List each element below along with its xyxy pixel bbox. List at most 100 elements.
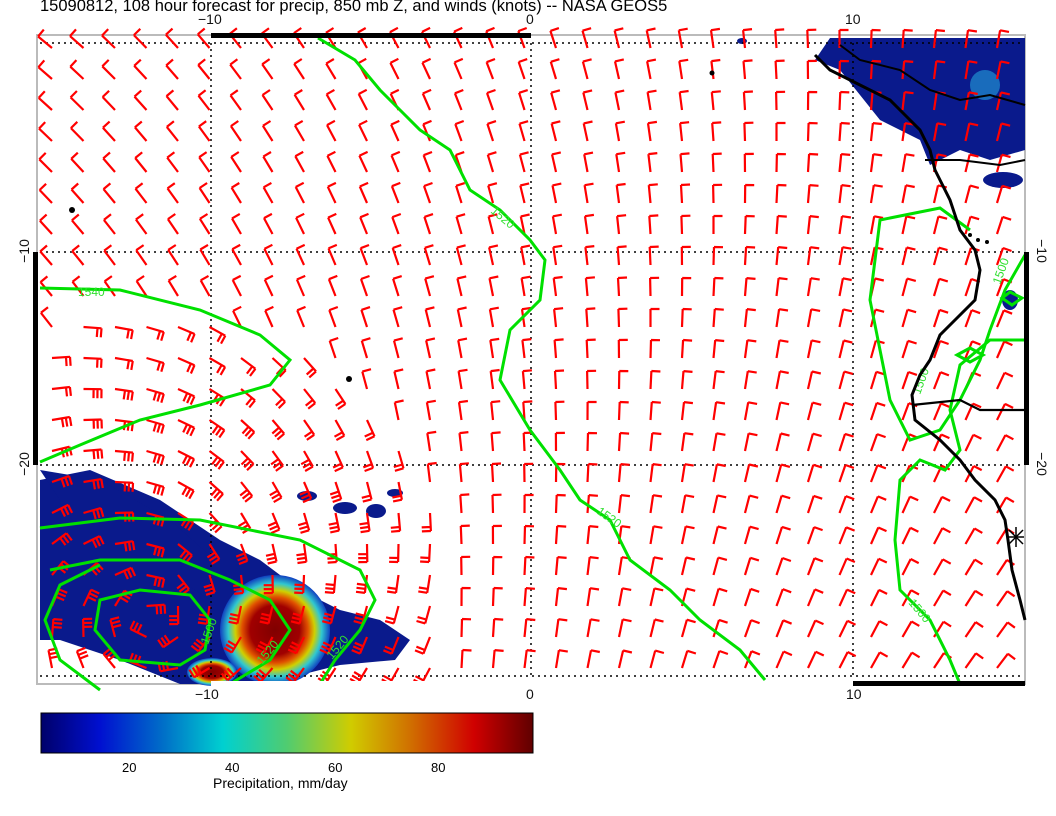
wind-barb xyxy=(414,636,432,655)
wind-barb xyxy=(37,28,53,49)
wind-barb xyxy=(680,401,694,421)
wind-barb xyxy=(166,182,179,204)
wind-barb xyxy=(101,59,116,80)
wind-barb xyxy=(263,212,274,235)
wind-barb xyxy=(382,636,400,655)
wind-barb xyxy=(133,58,148,80)
wind-barb xyxy=(485,88,496,111)
wind-barb xyxy=(40,306,53,328)
wind-barb xyxy=(616,276,628,297)
wind-barb xyxy=(190,636,211,653)
wind-barb xyxy=(680,463,694,483)
wind-barb xyxy=(617,494,631,514)
wind-barb xyxy=(460,555,471,576)
wind-barb xyxy=(38,121,53,142)
wind-barb xyxy=(550,151,562,173)
wind-barb xyxy=(240,388,256,409)
wind-barb xyxy=(332,450,344,473)
wind-barb xyxy=(586,556,599,576)
graticule xyxy=(40,42,1022,677)
wind-barb xyxy=(743,277,756,297)
wind-barb xyxy=(838,401,854,421)
wind-barb xyxy=(208,326,227,345)
wind-barb xyxy=(70,121,85,142)
wind-barb xyxy=(114,449,134,462)
wind-barb xyxy=(146,480,165,496)
wind-barb xyxy=(518,120,529,142)
wind-barb xyxy=(422,150,433,173)
wind-barb xyxy=(806,370,822,390)
wind-barb xyxy=(327,274,338,297)
wind-barb xyxy=(680,276,692,297)
wind-barb xyxy=(114,356,134,371)
wind-barb xyxy=(581,27,592,49)
wind-barb xyxy=(679,183,691,204)
wind-barb xyxy=(146,356,165,373)
wind-barb xyxy=(177,325,196,343)
wind-barb xyxy=(712,556,728,576)
wind-barb xyxy=(460,648,472,669)
wind-barb xyxy=(586,587,600,607)
wind-barb xyxy=(901,620,920,638)
wind-barb xyxy=(709,27,721,49)
wind-barb xyxy=(712,618,728,638)
wind-barb xyxy=(680,649,697,669)
wind-barb xyxy=(520,275,531,297)
wind-barb xyxy=(838,90,850,111)
wind-barb xyxy=(157,660,179,673)
wind-barb xyxy=(75,646,89,669)
wind-barb xyxy=(325,58,337,80)
wind-barb xyxy=(549,27,560,49)
wind-barb xyxy=(995,60,1010,80)
wind-barb xyxy=(453,88,464,111)
wind-barb xyxy=(743,494,759,514)
islands xyxy=(69,70,989,382)
wind-barb xyxy=(296,305,306,328)
wind-barb xyxy=(964,153,979,173)
wind-barb xyxy=(586,369,597,390)
wind-barb xyxy=(646,58,657,80)
wind-barb xyxy=(328,512,341,534)
wind-barb xyxy=(157,634,179,649)
lat-tick-left: −20 xyxy=(15,452,32,476)
wind-barb xyxy=(220,667,242,682)
wind-barb xyxy=(134,182,148,204)
wind-barb xyxy=(295,212,305,235)
wind-barb xyxy=(460,586,471,607)
wind-barb xyxy=(806,184,819,204)
wind-barb xyxy=(491,493,502,514)
wind-barb xyxy=(583,151,594,173)
wind-barb xyxy=(231,212,242,235)
wind-barb xyxy=(426,461,437,483)
wind-barb xyxy=(649,276,660,297)
wind-barb xyxy=(325,88,337,111)
wind-barb xyxy=(491,555,503,576)
wind-barb xyxy=(964,652,984,669)
wind-barb xyxy=(269,481,283,504)
wind-barb xyxy=(775,463,791,483)
contour-line xyxy=(43,563,101,692)
colorbar-tick: 40 xyxy=(225,760,240,775)
wind-barb xyxy=(319,636,337,655)
wind-barb xyxy=(617,369,629,390)
wind-barb xyxy=(425,368,436,390)
wind-barb xyxy=(198,213,211,235)
wind-barb xyxy=(303,419,316,441)
contour-line xyxy=(93,588,212,667)
wind-barb xyxy=(491,524,502,545)
wind-barb xyxy=(870,620,888,638)
wind-barb xyxy=(166,213,179,235)
wind-barb xyxy=(146,418,165,434)
wind-barb xyxy=(712,525,727,545)
wind-barb xyxy=(393,399,404,421)
wind-barb xyxy=(932,215,948,235)
wind-barb xyxy=(253,667,274,683)
precip-area-low xyxy=(130,585,220,650)
wind-barb xyxy=(523,524,535,545)
wind-barb xyxy=(166,151,179,173)
wind-barb xyxy=(69,59,85,80)
lon-tick-top: 0 xyxy=(526,11,534,27)
wind-barb xyxy=(360,337,371,359)
wind-barb xyxy=(392,275,403,297)
wind-barb xyxy=(83,356,103,368)
